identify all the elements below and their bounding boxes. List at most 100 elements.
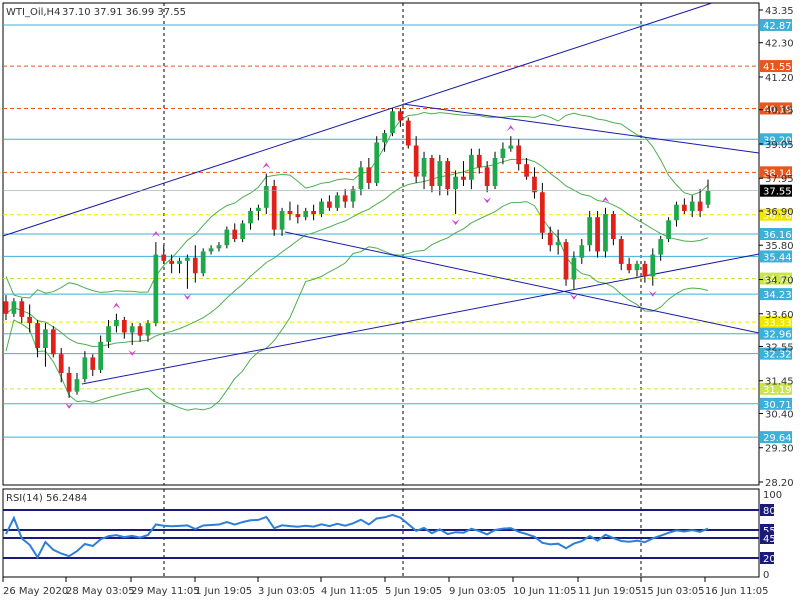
price-tick-label: 32.55: [765, 342, 794, 353]
fractal-down: [451, 219, 460, 226]
level-label: 34.73: [763, 275, 792, 286]
candle-body: [161, 254, 167, 261]
candle-body: [145, 323, 151, 336]
level-label-bg: [760, 272, 792, 285]
bollinger-bands: [5, 111, 709, 411]
time-tick-label: 3 Jun 03:05: [258, 586, 315, 597]
bb-lower: [5, 201, 709, 411]
price-axis: 43.35 42.30 41.20 40.15 39.05 37.95 36.90 35.80…: [3, 6, 794, 489]
time-tick-label: 28 May 03:05: [66, 586, 135, 597]
fractals: [65, 125, 657, 409]
level-label: 38.14: [763, 168, 792, 179]
level-label-bg: [760, 102, 792, 115]
horizontal-levels: 42.87 41.55 40.19 39.20 38.14 36.78 36.16 35.44…: [3, 18, 792, 444]
level-label: 42.87: [763, 21, 792, 32]
candle-body: [539, 192, 545, 233]
time-tick-label: 4 Jun 11:05: [321, 586, 378, 597]
level-label: 32.96: [763, 330, 792, 341]
bb-upper: [5, 111, 709, 299]
price-tick-label: 31.45: [765, 377, 794, 388]
price-tick-label: 42.30: [765, 39, 794, 50]
candle-body: [327, 201, 332, 208]
rsi-scale-label: 80: [763, 506, 776, 517]
time-tick-label: 5 Jun 19:05: [385, 586, 442, 597]
price-tick-label: 43.35: [765, 6, 794, 17]
candle-body: [650, 254, 656, 277]
level-label-bg: [760, 382, 792, 395]
candle-body: [248, 210, 253, 224]
fractal-down: [569, 293, 578, 300]
candle-body: [524, 164, 529, 177]
time-tick-label: 15 Jun 03:05: [641, 586, 705, 597]
fractal-up: [112, 302, 121, 309]
price-tick-label: 35.80: [765, 241, 794, 252]
rsi-scale-label: 100: [763, 490, 782, 501]
candle-body: [342, 195, 348, 202]
candle-body: [200, 251, 206, 274]
fractal-down: [648, 290, 657, 297]
level-label: 40.19: [763, 104, 792, 115]
candle-body: [98, 341, 104, 370]
candle-body: [642, 263, 648, 277]
vertical-grid: [163, 3, 642, 577]
trendline: [284, 231, 760, 334]
time-tick-label: 9 Jun 03:05: [449, 586, 506, 597]
candle-body: [674, 204, 679, 221]
candle-body: [224, 229, 230, 246]
candle-body: [579, 245, 585, 258]
time-tick-label: 16 Jun 11:05: [705, 586, 769, 597]
level-label: 31.19: [763, 385, 792, 396]
candle-body: [595, 217, 600, 252]
candle-body: [658, 238, 664, 255]
candle-body: [484, 167, 490, 187]
candle-body: [618, 238, 624, 264]
fractal-down: [128, 349, 137, 356]
level-label-bg: [760, 288, 792, 301]
candle-body: [390, 111, 395, 134]
candle-body: [240, 223, 245, 239]
candle-body: [547, 232, 553, 246]
candle-body: [366, 167, 372, 183]
rsi-panel-frame: [2, 488, 760, 578]
candle-body: [476, 154, 482, 168]
candle-body: [563, 242, 569, 280]
level-label-bg: [760, 166, 792, 179]
current-price-bg: [760, 184, 792, 197]
level-label: 32.32: [763, 350, 792, 361]
level-label-bg: [760, 228, 792, 241]
level-label-bg: [760, 347, 792, 360]
level-label: 39.20: [763, 135, 792, 146]
price-tick-label: 40.15: [765, 106, 794, 117]
main-panel-frame: [2, 2, 760, 486]
candle-body: [334, 195, 340, 208]
candle-body: [681, 204, 687, 211]
price-tick-label: 33.60: [765, 310, 794, 321]
candle-body: [27, 316, 33, 324]
candle-body: [413, 145, 419, 177]
level-label-bg: [760, 327, 792, 340]
fractal-down: [483, 197, 492, 204]
candle-body: [66, 372, 72, 392]
candle-body: [405, 120, 411, 146]
price-tick-label: 37.95: [765, 174, 794, 185]
candle-body: [610, 214, 616, 239]
candle-body: [508, 145, 514, 149]
level-label-bg: [760, 397, 792, 410]
rsi-scale-label: 55: [763, 526, 776, 537]
candle-body: [263, 186, 269, 208]
fractal-down: [65, 402, 74, 409]
candle-body: [697, 201, 703, 211]
candle-body: [177, 260, 182, 264]
candle-body: [35, 323, 40, 349]
level-label-bg: [760, 60, 792, 73]
price-tick-label: 39.05: [765, 140, 794, 151]
rsi-scale-label: 20: [763, 554, 776, 565]
candle-body: [492, 157, 498, 187]
candle-body: [256, 207, 261, 211]
trendline: [402, 103, 760, 154]
candle-body: [555, 242, 561, 246]
fractal-up: [151, 231, 160, 238]
level-label: 30.71: [763, 400, 792, 411]
candle-body: [437, 161, 443, 187]
